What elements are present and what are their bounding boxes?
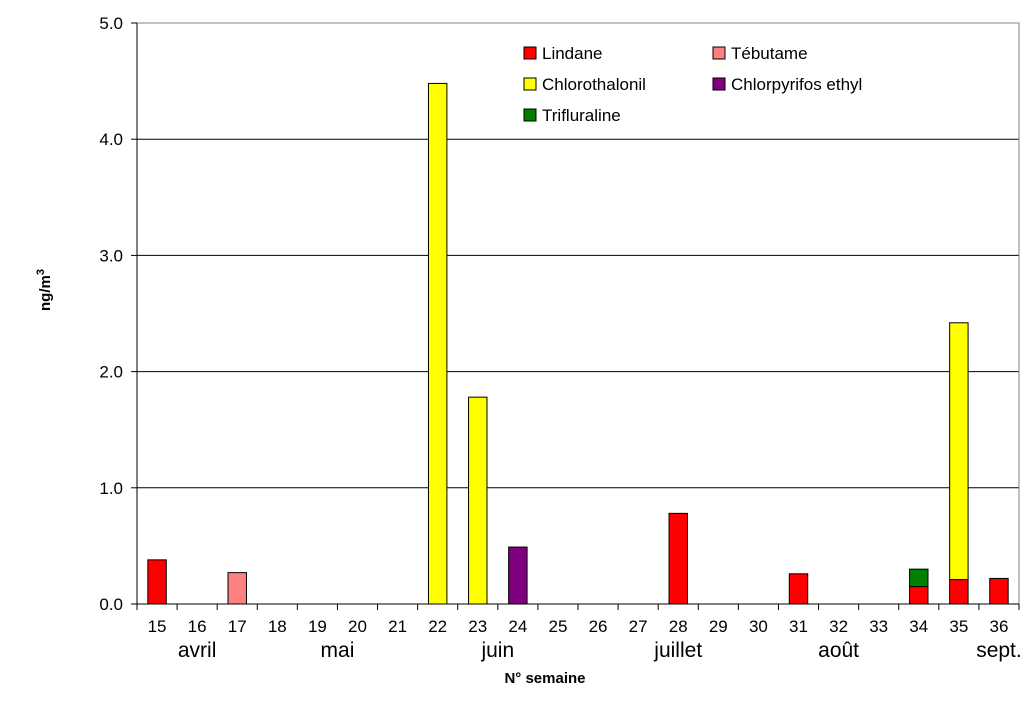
x-tick-label: 25 (548, 617, 567, 636)
bar-trifluraline-week-34 (909, 568, 929, 588)
bar-t-butame-week-17 (227, 572, 247, 605)
x-tick-label: 18 (268, 617, 287, 636)
x-tick-label: 31 (789, 617, 808, 636)
month-label: juillet (653, 639, 702, 662)
bar-lindane-week-31 (788, 573, 809, 605)
bar-lindane-week-15 (147, 559, 167, 605)
x-tick-label: 36 (989, 617, 1008, 636)
x-tick-label: 23 (468, 617, 487, 636)
bar-chlorpyrifos-ethyl-week-24 (508, 546, 528, 605)
y-axis-title-superscript: 3 (35, 269, 47, 275)
x-axis-title: N° semaine (504, 670, 585, 687)
legend-label-chlorpyrifos-ethyl: Chlorpyrifos ethyl (731, 75, 862, 94)
legend-label-t-butame: Tébutame (731, 44, 808, 63)
bar-chlorothalonil-week-23 (468, 396, 488, 605)
axes (131, 22, 1020, 610)
y-tick-label: 0.0 (99, 595, 123, 614)
x-tick-label: 34 (909, 617, 928, 636)
x-tick-label: 17 (228, 617, 247, 636)
legend-swatch-chlorothalonil (523, 77, 537, 91)
x-tick-label: 15 (148, 617, 167, 636)
x-tick-label: 35 (949, 617, 968, 636)
x-tick-label: 28 (669, 617, 688, 636)
y-axis-title-unit: ng/m (37, 275, 54, 311)
x-tick-label: 22 (428, 617, 447, 636)
bars (147, 82, 1009, 605)
month-label: juin (480, 639, 514, 662)
bar-chlorothalonil-week-35 (949, 322, 969, 581)
y-axis-title: ng/m3 (35, 269, 54, 311)
x-tick-label: 19 (308, 617, 327, 636)
x-tick-label: 27 (629, 617, 648, 636)
legend-swatch-chlorpyrifos-ethyl (712, 77, 726, 91)
legend-label-lindane: Lindane (542, 44, 603, 63)
legend: Lindane Tébutame Chlorothalonil Chlorpyrifo… (523, 44, 862, 125)
legend-swatch-trifluraline (523, 108, 537, 122)
y-tick-label: 3.0 (99, 246, 123, 265)
y-tick-label: 4.0 (99, 130, 123, 149)
month-label: sept. (976, 639, 1022, 662)
x-tick-label: 33 (869, 617, 888, 636)
y-tick-labels: 0.0 1.0 2.0 3.0 4.0 5.0 (99, 14, 123, 614)
x-tick-label: 32 (829, 617, 848, 636)
x-tick-label: 20 (348, 617, 367, 636)
bar-lindane-week-36 (989, 577, 1009, 605)
month-label: avril (178, 639, 217, 662)
x-tick-label: 29 (709, 617, 728, 636)
legend-label-trifluraline: Trifluraline (542, 106, 621, 125)
y-tick-label: 1.0 (99, 479, 123, 498)
legend-label-chlorothalonil: Chlorothalonil (542, 75, 646, 94)
legend-swatch-lindane (523, 46, 537, 60)
bar-chlorothalonil-week-22 (427, 82, 448, 605)
bar-lindane-week-35 (949, 579, 969, 605)
x-tick-label: 30 (749, 617, 768, 636)
month-label: mai (321, 639, 355, 662)
legend-swatch-t-butame (712, 46, 726, 60)
x-tick-label: 24 (508, 617, 527, 636)
x-tick-label: 16 (188, 617, 207, 636)
x-tick-label: 26 (589, 617, 608, 636)
bar-lindane-week-34 (909, 586, 929, 605)
x-tick-label: 21 (388, 617, 407, 636)
y-tick-label: 5.0 (99, 14, 123, 33)
x-tick-labels: 15 16 17 18 19 20 21 22 23 24 25 26 27 28 29 30 31 32 33 34… (148, 617, 1009, 636)
month-labels: avril mai juin juillet août sept. (178, 639, 1022, 662)
month-label: août (818, 639, 859, 662)
y-tick-label: 2.0 (99, 363, 123, 382)
bar-lindane-week-28 (668, 512, 688, 605)
